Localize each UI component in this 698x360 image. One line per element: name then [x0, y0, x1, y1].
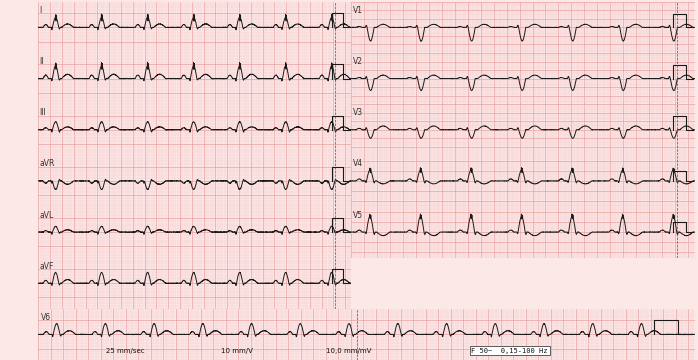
Text: 10,0 mm/mV: 10,0 mm/mV [326, 347, 372, 354]
Text: III: III [40, 108, 46, 117]
Text: I: I [40, 6, 42, 15]
Text: aVL: aVL [40, 211, 54, 220]
Text: V4: V4 [352, 159, 362, 168]
Text: V2: V2 [352, 57, 362, 66]
Text: II: II [40, 57, 44, 66]
Text: V3: V3 [352, 108, 362, 117]
Text: aVR: aVR [40, 159, 55, 168]
Text: 25 mm/sec: 25 mm/sec [106, 347, 145, 354]
Text: F 50~  0,15-100 Hz: F 50~ 0,15-100 Hz [471, 347, 548, 354]
Text: V5: V5 [352, 211, 362, 220]
Text: V1: V1 [352, 6, 362, 15]
Text: 10 mm/V: 10 mm/V [221, 347, 253, 354]
Text: V6: V6 [41, 313, 51, 322]
Text: aVF: aVF [40, 262, 54, 271]
